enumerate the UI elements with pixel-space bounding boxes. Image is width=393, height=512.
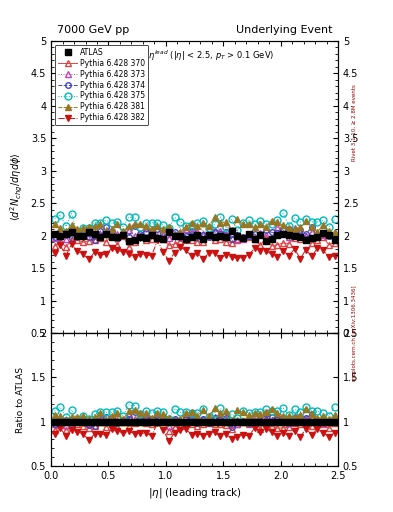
X-axis label: |$\eta$| (leading track): |$\eta$| (leading track): [147, 486, 242, 500]
Text: Underlying Event: Underlying Event: [236, 25, 332, 35]
Bar: [51, 417, 338, 426]
Y-axis label: $\langle d^2 N_{chg}/d\eta d\phi \rangle$: $\langle d^2 N_{chg}/d\eta d\phi \rangle…: [9, 153, 25, 221]
Legend: ATLAS, Pythia 6.428 370, Pythia 6.428 373, Pythia 6.428 374, Pythia 6.428 375, P: ATLAS, Pythia 6.428 370, Pythia 6.428 37…: [55, 45, 148, 125]
Text: 7000 GeV pp: 7000 GeV pp: [57, 25, 129, 35]
Text: mcplots.cern.ch [arXiv:1306.3436]: mcplots.cern.ch [arXiv:1306.3436]: [352, 285, 357, 380]
Text: ATLAS_2010_S8894728: ATLAS_2010_S8894728: [149, 226, 240, 236]
Text: Rivet 3.1.10, ≥ 2.8M events: Rivet 3.1.10, ≥ 2.8M events: [352, 84, 357, 161]
Y-axis label: Ratio to ATLAS: Ratio to ATLAS: [16, 367, 25, 433]
Text: $\langle N_{ch}\rangle$ vs $\eta^{lead}$ ($|\eta|$ < 2.5, $p_T$ > 0.1 GeV): $\langle N_{ch}\rangle$ vs $\eta^{lead}$…: [114, 48, 275, 62]
